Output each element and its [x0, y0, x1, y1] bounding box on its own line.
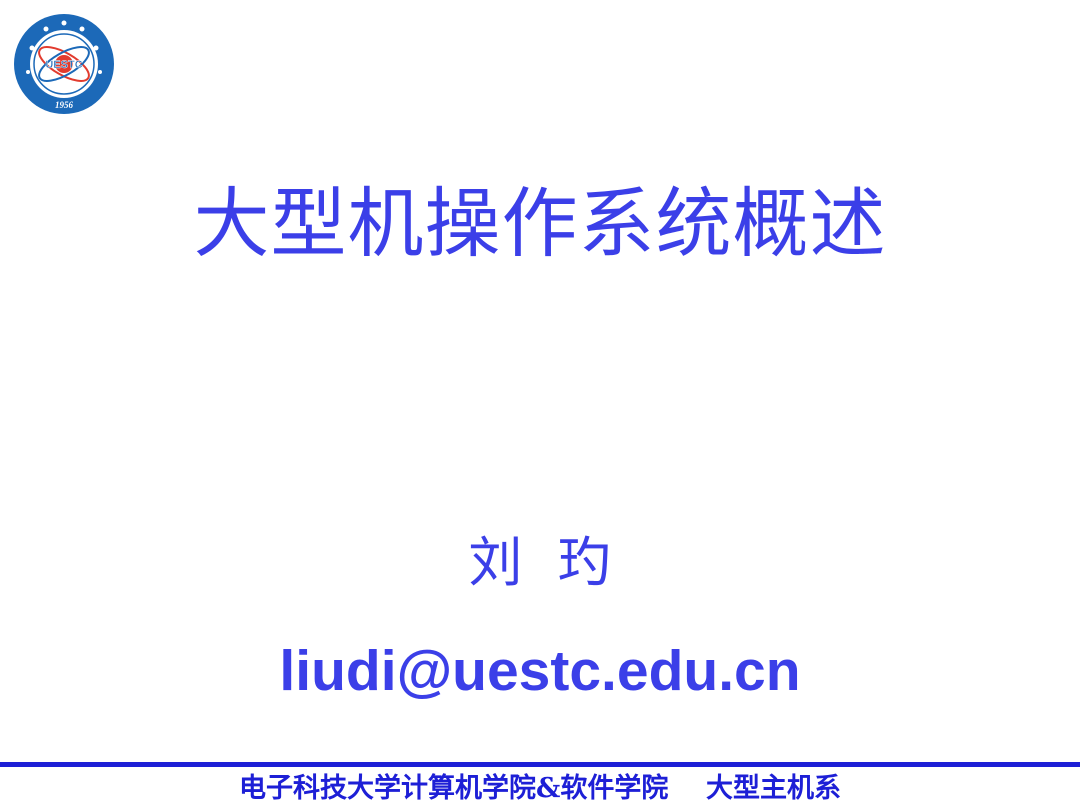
university-emblem-icon: UESTC 1956 — [14, 14, 114, 114]
author-email: liudi@uestc.edu.cn — [279, 639, 801, 703]
slide-title: 大型机操作系统概述 — [193, 179, 887, 268]
logo-year: 1956 — [55, 100, 74, 110]
logo-text: UESTC — [45, 59, 82, 71]
footer-divider — [0, 762, 1080, 767]
footer-caption: 电子科技大学计算机学院&软件学院 大型主机系 — [239, 773, 841, 804]
university-logo: UESTC 1956 — [12, 12, 116, 116]
author-name: 刘 玓 — [468, 531, 612, 594]
